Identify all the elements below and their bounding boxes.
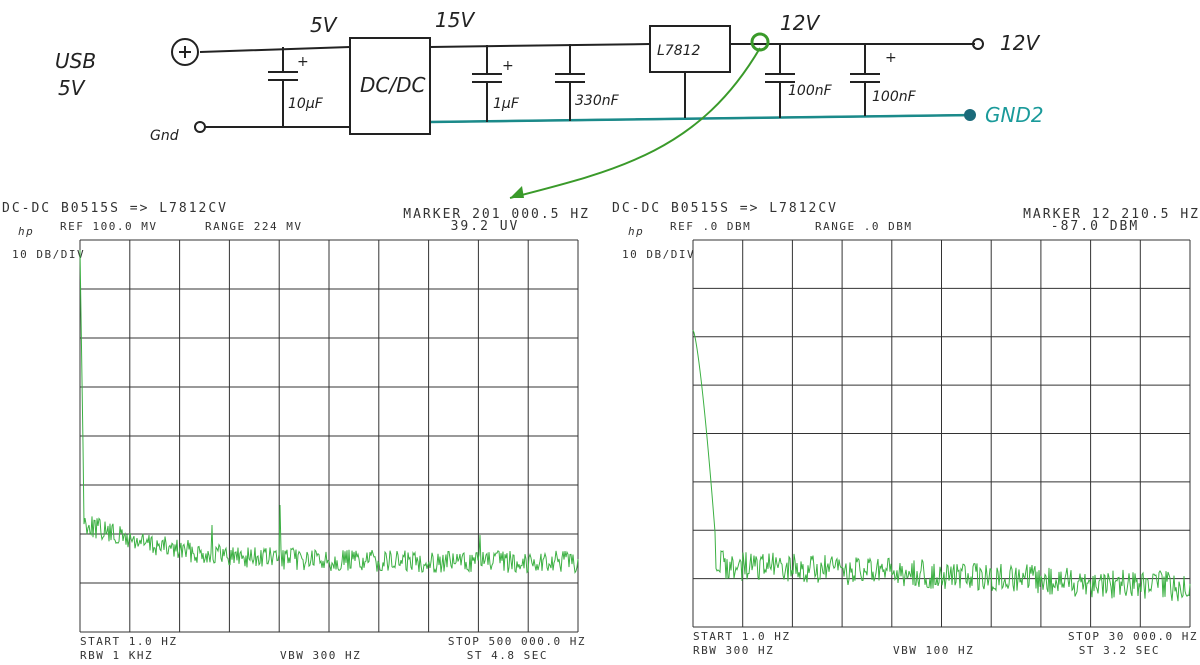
scale: 10 DB/DIV: [622, 248, 695, 261]
trace: [692, 329, 1191, 602]
marker-value: 39.2 UV: [451, 219, 520, 234]
brand: hp: [18, 225, 34, 238]
capacitors: [268, 44, 880, 127]
usb-plus: [171, 38, 199, 66]
vbw: VBW 300 HZ: [280, 649, 361, 662]
sweep: ST 3.2 SEC: [1079, 644, 1160, 657]
out-terminal: [972, 38, 984, 50]
plot-title: DC-DC B0515S => L7812CV: [612, 201, 838, 216]
label: USB: [55, 49, 96, 73]
label: 15V: [435, 8, 475, 32]
arrow-head: [510, 186, 524, 198]
label: 330nF: [575, 93, 620, 109]
label: 10µF: [288, 96, 324, 112]
probe-point: [750, 32, 770, 52]
label: 100nF: [872, 89, 917, 105]
plot-title: DC-DC B0515S => L7812CV: [2, 201, 228, 216]
brand: hp: [628, 225, 644, 238]
range: RANGE .0 DBM: [815, 220, 912, 233]
label: Gnd: [150, 128, 179, 144]
label: 12V: [1000, 31, 1040, 55]
label: 100nF: [788, 83, 833, 99]
gnd-terminal: [194, 121, 206, 133]
probe-arrow: [509, 47, 761, 199]
ref-level: REF .0 DBM: [670, 220, 751, 233]
label: 1µF: [493, 96, 520, 112]
marker: MARKER 12 210.5 HZ: [1023, 207, 1200, 222]
regulator-box: [649, 25, 731, 73]
rbw: RBW 1 KHZ: [80, 649, 153, 662]
ref-level: REF 100.0 MV: [60, 220, 157, 233]
stop: STOP 500 000.0 HZ: [448, 635, 586, 648]
rbw: RBW 300 HZ: [693, 644, 774, 657]
label: L7812: [657, 43, 701, 59]
label: +: [885, 50, 897, 66]
label: +: [502, 58, 514, 74]
start: START 1.0 HZ: [80, 635, 177, 648]
label: 5V: [58, 76, 86, 100]
trace: [79, 249, 579, 574]
stop: STOP 30 000.0 HZ: [1068, 630, 1198, 643]
plots: DC-DC B0515S => L7812CV hp REF 100.0 MV RAN…: [2, 201, 1200, 662]
gnd2-terminal: [964, 109, 976, 121]
label: 5V: [310, 13, 338, 37]
plus-sign: [179, 46, 191, 58]
marker: MARKER 201 000.5 HZ: [403, 207, 590, 222]
schematic: USB 5V Gnd 5V 15V DC/DC L7812 12V 12V GN…: [55, 8, 1044, 199]
vbw: VBW 100 HZ: [893, 644, 974, 657]
scale: 10 DB/DIV: [12, 248, 85, 261]
wires: [199, 43, 976, 128]
label: DC/DC: [360, 73, 426, 97]
start: START 1.0 HZ: [693, 630, 790, 643]
sweep: ST 4.8 SEC: [467, 649, 548, 662]
dcdc-box: [349, 37, 431, 135]
label: +: [297, 54, 309, 70]
marker-value: -87.0 DBM: [1051, 219, 1139, 234]
label: GND2: [985, 103, 1044, 127]
label: 12V: [780, 11, 820, 35]
range: RANGE 224 MV: [205, 220, 302, 233]
